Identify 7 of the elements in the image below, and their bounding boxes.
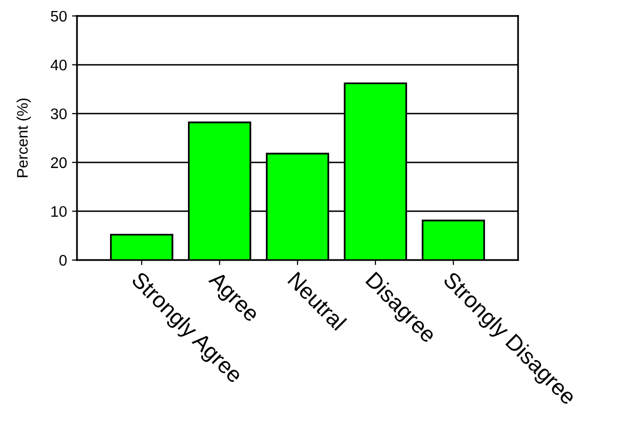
y-tick-label: 50 xyxy=(50,10,67,22)
y-tick-label: 0 xyxy=(59,254,67,266)
y-tick-label: 20 xyxy=(51,157,67,168)
y-tick-label: 30 xyxy=(50,108,67,120)
y-axis-title: Percent (%) xyxy=(16,98,31,178)
y-tick-label: 10 xyxy=(51,206,67,217)
y-tick-label: 40 xyxy=(50,60,67,70)
